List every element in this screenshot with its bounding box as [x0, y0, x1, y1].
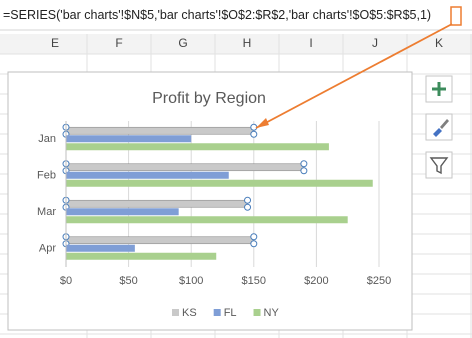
- column-header: H: [243, 36, 252, 50]
- plus-icon: [432, 82, 446, 96]
- style-button[interactable]: [425, 113, 453, 141]
- formula-text: =SERIES('bar charts'!$N$5,'bar charts'!$…: [3, 8, 431, 22]
- formula-main: =SERIES('bar charts'!$N$5,'bar charts'!$…: [3, 8, 420, 22]
- brush-icon: [433, 128, 442, 137]
- x-tick-label: $50: [119, 275, 137, 287]
- column-header: E: [51, 36, 59, 50]
- bar: [66, 252, 217, 260]
- column-header: I: [309, 36, 312, 50]
- bar: [65, 126, 255, 135]
- x-tick-label: $0: [60, 275, 72, 287]
- column-header: K: [435, 36, 443, 50]
- bar: [66, 135, 192, 143]
- selection-handle: [250, 240, 258, 248]
- x-tick-label: $250: [367, 275, 391, 287]
- chart-buttons: [425, 75, 453, 179]
- selection-handle: [250, 130, 258, 138]
- column-header-row: [0, 34, 472, 54]
- selection-handle: [244, 203, 252, 211]
- bar: [65, 236, 255, 245]
- x-tick-label: $150: [242, 275, 266, 287]
- bar: [66, 208, 179, 216]
- column-header: J: [372, 36, 378, 50]
- filter-icon: [429, 157, 449, 175]
- chart-title: Profit by Region: [152, 90, 266, 107]
- bar: [65, 199, 248, 208]
- column-header: F: [115, 36, 122, 50]
- arrow-line: [255, 23, 453, 129]
- legend-swatch: [253, 309, 261, 316]
- column-header: G: [178, 36, 187, 50]
- bar: [66, 143, 329, 151]
- formula-bar[interactable]: [0, 0, 472, 30]
- legend-swatch: [213, 309, 221, 316]
- legend-label: FL: [224, 307, 237, 319]
- arrow-head: [256, 118, 269, 128]
- x-tick-label: $200: [304, 275, 328, 287]
- bar: [65, 163, 305, 172]
- bar: [66, 171, 229, 179]
- formula-highlight: 1: [420, 8, 427, 22]
- brush-handle: [440, 119, 449, 129]
- legend-label: KS: [182, 307, 197, 319]
- filter-button[interactable]: [425, 151, 453, 179]
- formula-suffix: ): [427, 8, 431, 22]
- bar: [66, 216, 348, 224]
- x-tick-label: $100: [179, 275, 203, 287]
- bar: [66, 179, 373, 187]
- legend-label: NY: [264, 307, 280, 319]
- y-tick-label: Mar: [37, 206, 56, 218]
- chart: Profit by Region $0 $50 $100 $150 $200 $250 Jan…: [37, 90, 391, 319]
- selection-handle: [300, 167, 308, 175]
- bar: [66, 244, 135, 252]
- highlight-box: [450, 6, 462, 26]
- selection-handle: [244, 196, 252, 204]
- y-tick-label: Jan: [38, 133, 56, 145]
- selection-handle: [250, 233, 258, 241]
- y-tick-label: Feb: [37, 170, 56, 182]
- legend-swatch: [172, 309, 179, 316]
- y-tick-label: Apr: [39, 243, 56, 255]
- selection-handle: [300, 160, 308, 168]
